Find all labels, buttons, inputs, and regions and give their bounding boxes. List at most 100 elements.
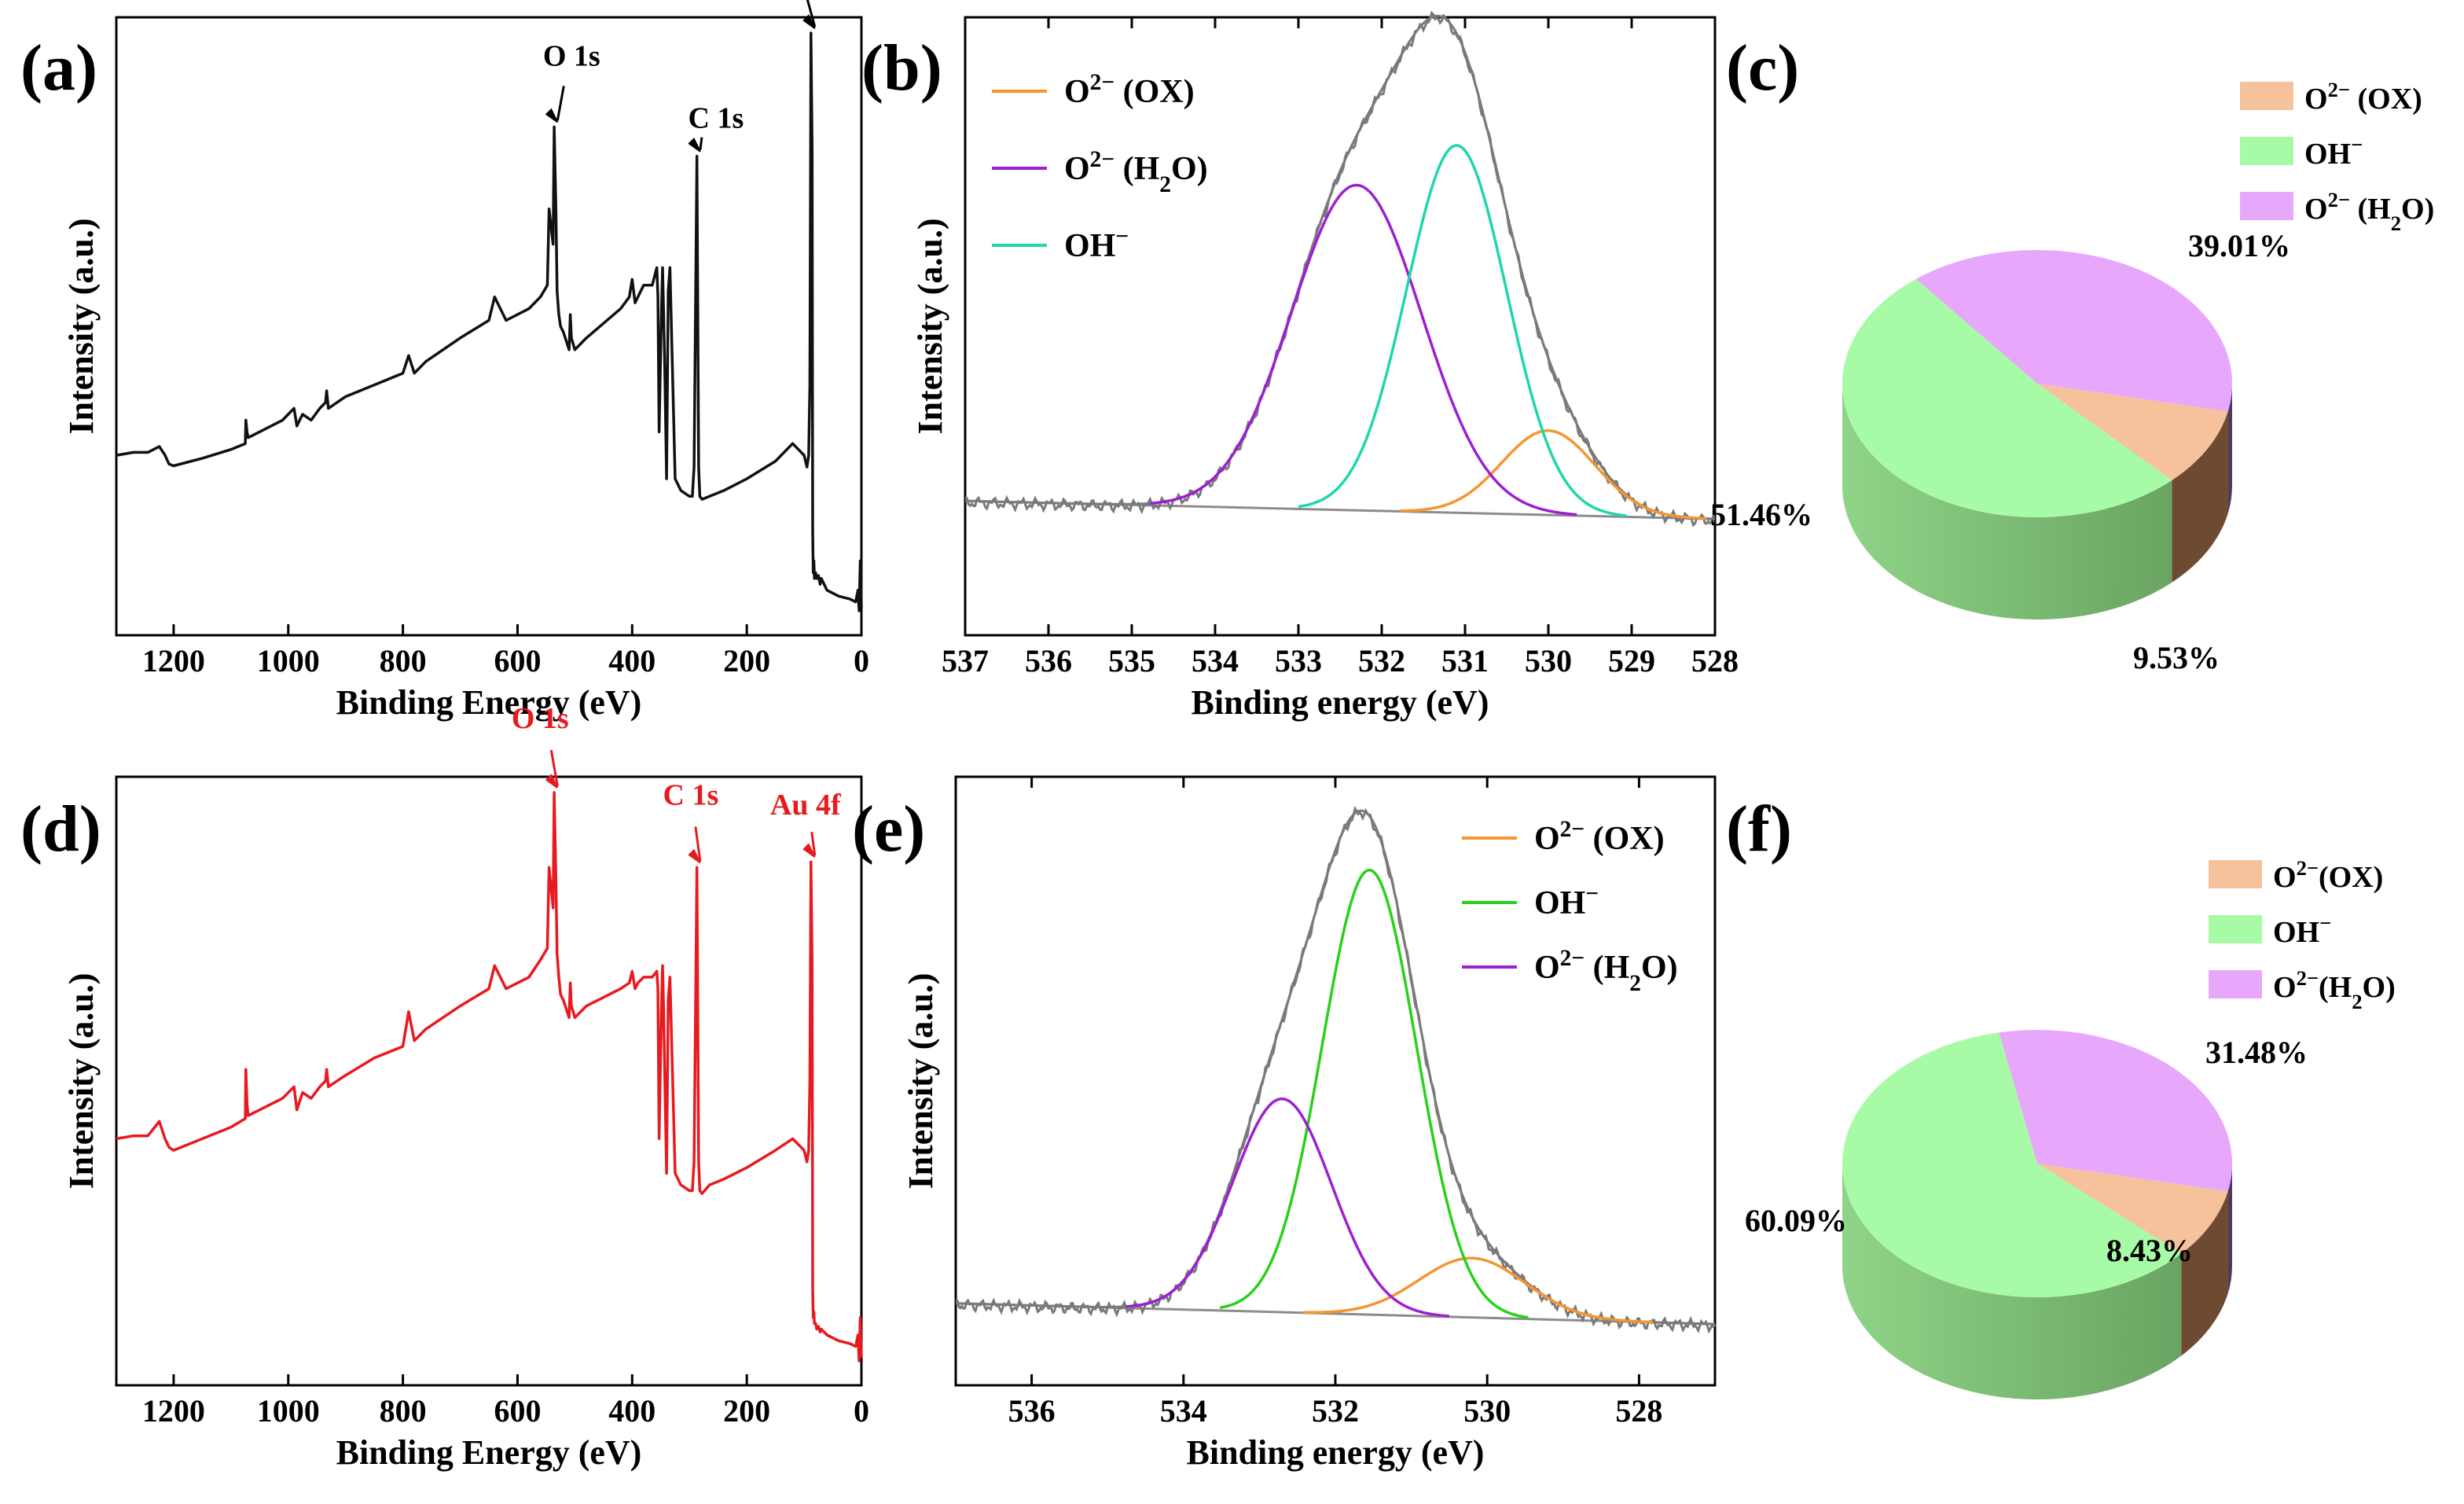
x-tick-label: 530 (1525, 643, 1572, 678)
annotation-arrowhead (545, 108, 559, 123)
annotation-arrowhead (802, 843, 816, 858)
panel-c: (c) 9.53% 51.46% 39.01% O2− (OX) OH− O2− (H2O) (1710, 31, 2434, 675)
annotation-arrowhead (545, 774, 559, 789)
x-tick-label: 534 (1192, 643, 1239, 678)
legend-label: O2− (H2O) (1064, 147, 1208, 197)
annotation-arrow (556, 86, 565, 121)
x-tick-label: 1000 (257, 1393, 320, 1429)
x-tick-label: 1200 (142, 643, 205, 678)
legend-swatch (2240, 82, 2293, 110)
legend-swatch (2209, 915, 2262, 943)
x-tick-label: 536 (1025, 643, 1072, 678)
x-tick-label: 531 (1441, 643, 1489, 678)
pie-percent-label: 8.43% (2106, 1233, 2193, 1268)
x-tick-label: 533 (1275, 643, 1322, 678)
annotation-arrowhead (688, 137, 701, 153)
panel-e: 536 534 532 530 528 Binding energy (eV) Intens… (852, 775, 1717, 1472)
pie-side-wall (2172, 411, 2228, 583)
x-tick-label: 0 (854, 1393, 869, 1429)
pie-percent-label: 60.09% (1745, 1203, 1847, 1238)
annotation-arrow (810, 831, 817, 856)
plot-frame (115, 775, 863, 1387)
x-tick-label: 1200 (142, 1393, 205, 1429)
x-tick-label: 534 (1160, 1393, 1207, 1429)
x-tick-label: 528 (1691, 643, 1739, 678)
peak-annotation-label: O 1s (543, 39, 600, 72)
pie-side-wall (1842, 1164, 2182, 1399)
legend-swatch (2240, 192, 2293, 220)
legend-label: O2− (H2O) (1534, 946, 1678, 996)
pie-side-wall (2181, 1191, 2228, 1356)
plot-frame (954, 775, 1717, 1387)
peak-annotation-label: C 1s (663, 778, 719, 811)
survey-spectrum-line (116, 31, 863, 612)
pie-slice-h2o (1999, 1030, 2232, 1192)
panel-letter: (b) (861, 31, 942, 105)
legend-label: O2−(OX) (2273, 856, 2383, 894)
legend-label: OH− (1064, 224, 1129, 264)
legend-swatch (2240, 137, 2293, 165)
pie-slice-ox (2037, 384, 2228, 480)
peak-annotation-label: O 1s (512, 702, 569, 735)
x-tick-label: 535 (1108, 643, 1155, 678)
x-tick-label: 200 (723, 643, 770, 678)
pie-side-wall (2227, 384, 2232, 514)
x-tick-label: 0 (854, 643, 869, 678)
component-oh-line (1219, 868, 1529, 1319)
legend-label: OH− (2273, 911, 2331, 949)
peak-annotation-label: Au 4f (770, 789, 842, 822)
panel-letter: (e) (852, 792, 925, 866)
y-axis-title: Intensity (a.u.) (62, 218, 101, 434)
panel-letter: (a) (20, 31, 97, 105)
panel-b: 537 536 535 534 533 532 531 530 529 528 Binding en… (861, 10, 1739, 722)
panel-letter: (c) (1726, 31, 1799, 105)
x-tick-label: 800 (380, 1393, 427, 1429)
x-tick-label: 800 (380, 643, 427, 678)
pie-slice-ox (2037, 1164, 2228, 1254)
component-h2o-line (1150, 183, 1577, 517)
panel-letter: (f) (1726, 792, 1792, 866)
x-tick-label: 400 (608, 1393, 655, 1429)
legend-label: OH− (1534, 881, 1599, 921)
x-tick-label: 400 (608, 643, 655, 678)
x-tick-label: 600 (494, 1393, 541, 1429)
pie-percent-label: 51.46% (1710, 497, 1812, 532)
pie-side-wall (2227, 1164, 2232, 1294)
pie-percent-label: 31.48% (2205, 1035, 2308, 1070)
annotation-arrowhead (802, 14, 816, 29)
y-axis-title: Intensity (a.u.) (62, 973, 101, 1189)
panel-d: 1200 1000 800 600 400 200 0 Binding Energy (eV)… (20, 702, 869, 1472)
raw-spectrum-line (964, 10, 1716, 528)
pie-slice-oh (1842, 278, 2172, 517)
component-oh-line (1298, 144, 1627, 517)
x-tick-label: 530 (1463, 1393, 1511, 1429)
legend-swatch (2209, 970, 2262, 998)
fit-envelope-line (955, 809, 1715, 1326)
panel-letter: (d) (20, 792, 101, 866)
x-axis-title: Binding Energy (eV) (336, 1433, 642, 1472)
x-tick-label: 532 (1312, 1393, 1359, 1429)
legend-label: OH− (2304, 133, 2363, 171)
x-axis-title: Binding Energy (eV) (336, 683, 642, 722)
x-tick-label: 200 (723, 1393, 770, 1429)
pie-slice-oh (1842, 1032, 2182, 1297)
x-tick-label: 1000 (257, 643, 320, 678)
component-h2o-line (1126, 1097, 1449, 1318)
pie-side-wall (1842, 384, 2172, 620)
x-tick-label: 532 (1358, 643, 1405, 678)
x-tick-label: 537 (942, 643, 989, 678)
component-ox-line (1303, 1256, 1653, 1324)
plot-frame (115, 16, 863, 637)
y-axis-title: Intensity (a.u.) (902, 973, 940, 1189)
annotation-arrow (806, 0, 817, 28)
x-tick-label: 528 (1615, 1393, 1662, 1429)
legend-label: O2− (OX) (1534, 817, 1665, 857)
annotation-arrowhead (688, 848, 701, 864)
legend-label: O2−(H2O) (2273, 966, 2396, 1013)
legend-swatch (2209, 860, 2262, 888)
legend-label: O2− (OX) (1064, 70, 1195, 110)
panel-a: 1200 1000 800 600 400 200 0 Binding Energy (eV)… (20, 0, 869, 722)
annotation-arrow (694, 826, 702, 862)
legend-label: O2− (H2O) (2304, 188, 2434, 235)
